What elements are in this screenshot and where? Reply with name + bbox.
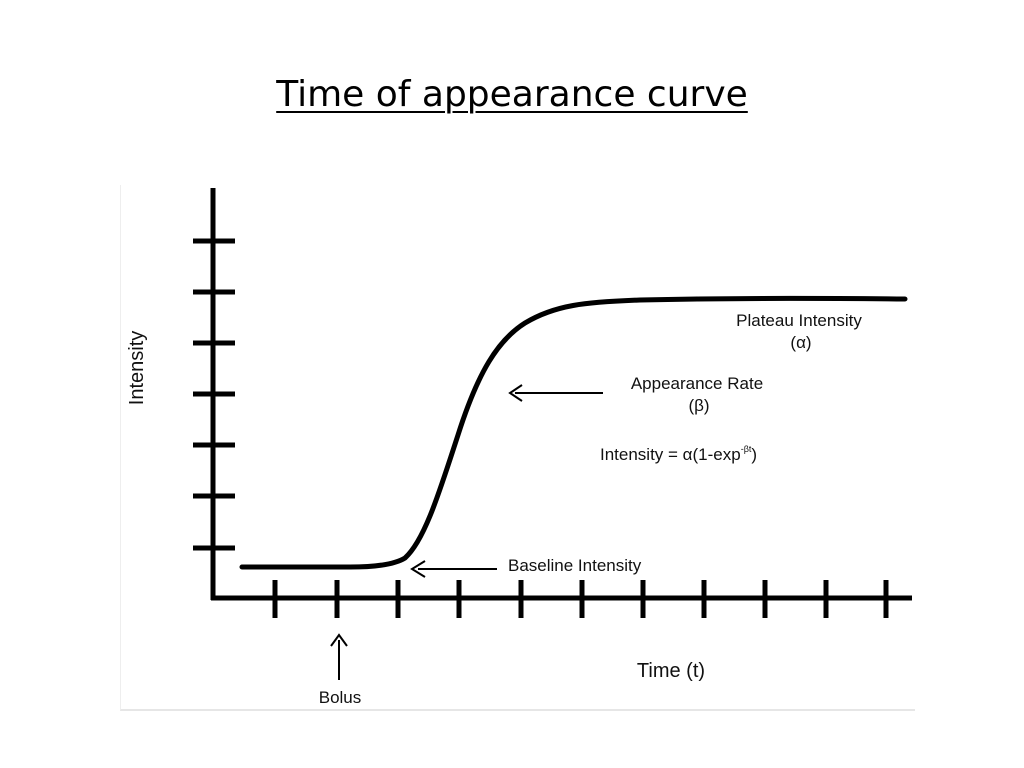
rate-arrow-head [508, 384, 523, 402]
appearance-curve [239, 295, 908, 570]
equation-main: Intensity = α(1-exp [600, 445, 741, 464]
slide-title: Time of appearance curve [276, 74, 748, 115]
plateau-symbol: (α) [790, 333, 811, 352]
baseline-label: Baseline Intensity [508, 556, 642, 575]
baseline-arrow-head [410, 560, 426, 578]
x-axis-ticks [272, 580, 889, 618]
bolus-label: Bolus [319, 688, 362, 707]
rate-label: Appearance Rate [631, 374, 763, 393]
equation-close: ) [751, 445, 757, 464]
equation: Intensity = α(1-exp-βt) [600, 444, 757, 464]
equation-superscript: -βt [741, 444, 752, 454]
x-axis-label: Time (t) [637, 660, 705, 682]
bolus-arrow-head [330, 633, 348, 647]
y-axis-label: Intensity [126, 331, 148, 405]
rate-symbol: (β) [688, 396, 709, 415]
figure-panel [120, 185, 915, 711]
y-axis-ticks [193, 238, 235, 551]
plateau-label: Plateau Intensity [736, 311, 862, 330]
